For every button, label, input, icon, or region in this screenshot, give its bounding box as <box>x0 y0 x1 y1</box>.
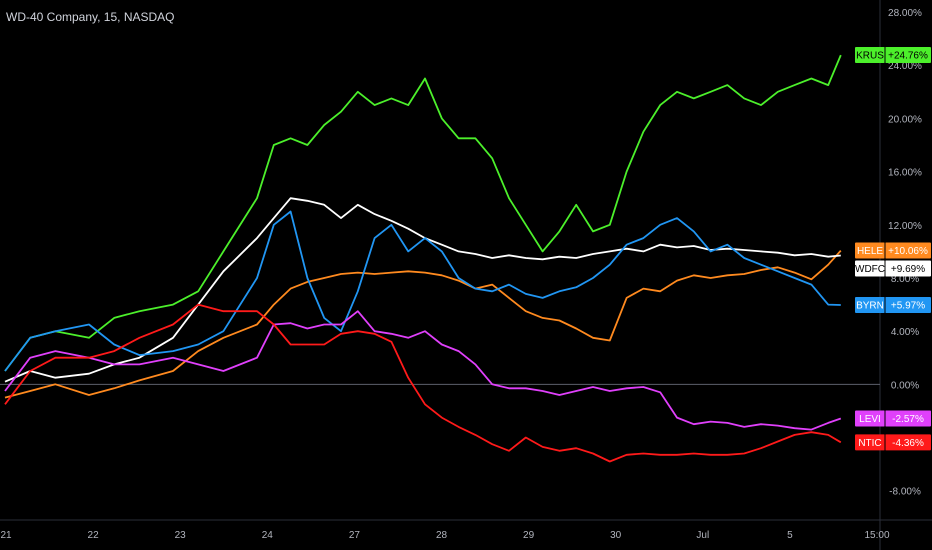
series-line-byrn[interactable] <box>4 210 841 372</box>
x-tick-label: 22 <box>88 530 100 541</box>
series-value-label: +24.76% <box>888 51 928 62</box>
series-tag-hele <box>855 242 885 259</box>
series-tag-levi <box>855 410 885 427</box>
series-name-label: LEVI <box>859 414 881 425</box>
series-value-tag-hele <box>885 242 931 259</box>
series-tag-ntic <box>855 434 885 451</box>
x-tick-label: 21 <box>0 530 12 541</box>
series-value-tag-byrn <box>885 296 931 313</box>
series-line-hele[interactable] <box>4 250 842 399</box>
series-line-levi[interactable] <box>4 310 842 431</box>
y-tick-label: 20.00% <box>888 114 922 125</box>
x-tick-label: 27 <box>349 530 361 541</box>
y-tick-label: 16.00% <box>888 168 922 179</box>
series-value-tag-ntic <box>885 434 931 451</box>
y-tick-label: 4.00% <box>891 327 919 338</box>
x-tick-label: 30 <box>610 530 622 541</box>
series-name-label: KRUS <box>856 51 884 62</box>
y-tick-label: 28.00% <box>888 8 922 19</box>
series-value-label: -2.57% <box>892 414 924 425</box>
y-tick-label: 12.00% <box>888 221 922 232</box>
series-value-tag-wdfc <box>885 260 931 277</box>
y-tick-label: -8.00% <box>889 487 921 498</box>
x-tick-label: 15:00 <box>864 530 889 541</box>
series-tag-wdfc <box>855 260 885 277</box>
chart-title: WD-40 Company, 15, NASDAQ <box>6 10 175 24</box>
series-name-label: BYRN <box>856 300 884 311</box>
series-value-label: +5.97% <box>891 300 925 311</box>
series-value-label: -4.36% <box>892 438 924 449</box>
x-tick-label: 24 <box>262 530 274 541</box>
y-tick-label: 8.00% <box>891 274 919 285</box>
series-line-wdfc[interactable] <box>4 197 841 383</box>
x-tick-label: Jul <box>696 530 709 541</box>
series-name-label: HELE <box>857 246 883 257</box>
x-tick-label: 5 <box>787 530 793 541</box>
series-tag-krus <box>855 47 885 64</box>
x-tick-label: 28 <box>436 530 448 541</box>
y-tick-label: 0.00% <box>891 380 919 391</box>
x-tick-label: 29 <box>523 530 535 541</box>
series-value-label: +10.06% <box>888 246 928 257</box>
x-tick-label: 23 <box>175 530 187 541</box>
series-line-ntic[interactable] <box>4 303 842 463</box>
y-tick-label: 24.00% <box>888 61 922 72</box>
series-line-krus[interactable] <box>4 54 842 372</box>
series-name-label: WDFC <box>855 264 885 275</box>
series-value-tag-krus <box>885 47 931 64</box>
series-value-tag-levi <box>885 410 931 427</box>
series-value-label: +9.69% <box>891 264 925 275</box>
series-tag-byrn <box>855 296 885 313</box>
series-name-label: NTIC <box>858 438 881 449</box>
